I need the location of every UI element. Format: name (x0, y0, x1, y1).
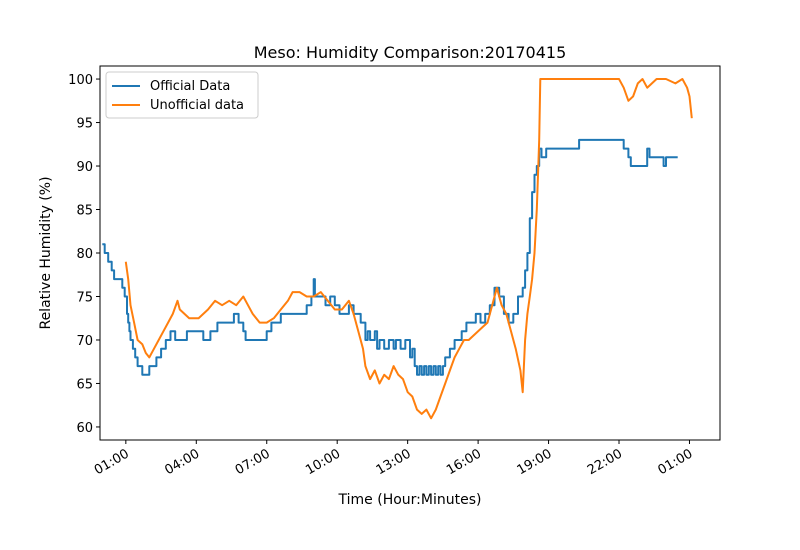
legend-box (105, 71, 259, 119)
legend: Official Data Unofficial data (105, 71, 259, 119)
x-axis-label: Time (Hour:Minutes) (338, 492, 482, 508)
series-layer (102, 78, 693, 420)
y-tick-label: 65 (76, 377, 93, 392)
chart-title: Meso: Humidity Comparison:20170415 (254, 43, 567, 62)
legend-label-official: Official Data (150, 79, 230, 94)
y-tick-label: 70 (76, 334, 93, 349)
y-tick-label: 80 (76, 247, 93, 262)
series-line-unofficial (124, 78, 693, 420)
y-tick-label: 95 (76, 117, 93, 132)
series-line-official (102, 138, 678, 376)
legend-label-unofficial: Unofficial data (150, 98, 244, 113)
y-tick-label: 85 (76, 204, 93, 219)
y-tick-label: 90 (76, 160, 93, 175)
y-axis-label: Relative Humidity (%) (38, 176, 54, 329)
y-tick-label: 60 (76, 421, 93, 436)
plot-frame (99, 65, 721, 441)
y-tick-label: 75 (76, 290, 93, 305)
y-tick-label: 100 (68, 73, 93, 88)
